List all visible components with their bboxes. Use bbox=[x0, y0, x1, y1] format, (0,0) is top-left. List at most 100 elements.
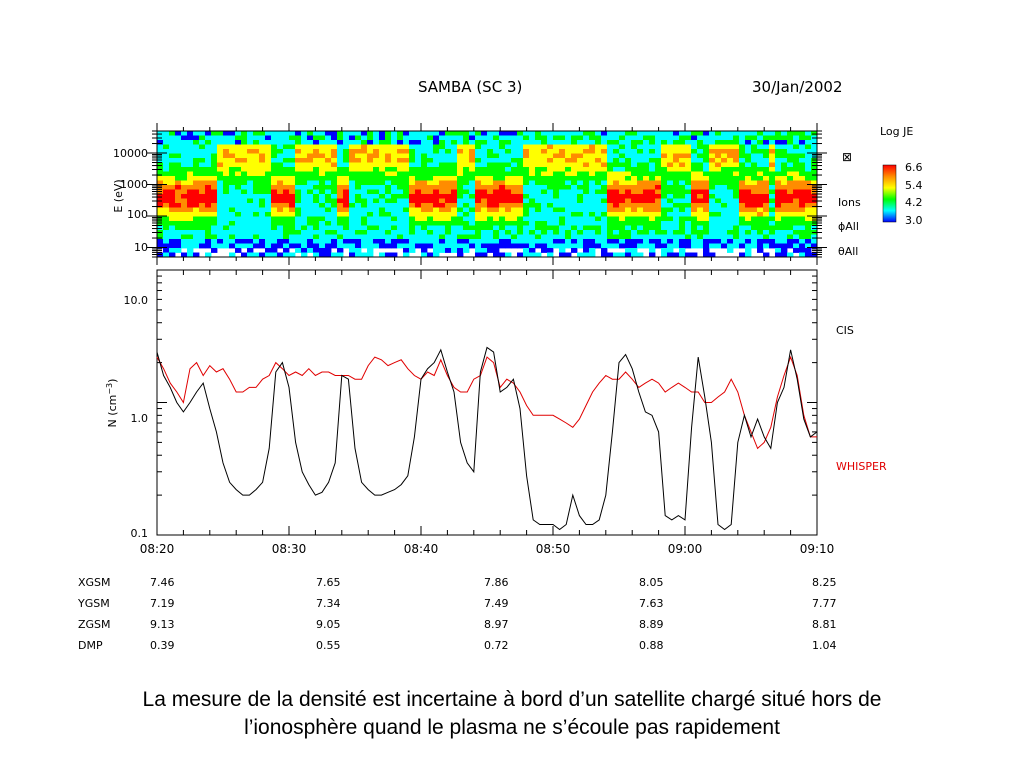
spectrogram-cell bbox=[199, 225, 206, 231]
spectrogram-cell bbox=[355, 221, 362, 226]
spectrogram-cell bbox=[313, 234, 320, 240]
spectrogram-cell bbox=[457, 162, 464, 168]
spectrogram-cell bbox=[715, 225, 722, 231]
spectrogram-cell bbox=[445, 203, 452, 208]
spectrogram-cell bbox=[505, 243, 512, 249]
spectrogram-cell bbox=[169, 171, 176, 177]
spectrogram-cell bbox=[307, 234, 314, 240]
spectrogram-cell bbox=[445, 194, 452, 199]
spectrogram-cell bbox=[181, 207, 188, 213]
spectrogram-cell bbox=[235, 203, 242, 208]
spectrogram-cell bbox=[349, 158, 356, 163]
spectrogram-cell bbox=[325, 153, 332, 159]
spectrogram-cell bbox=[487, 167, 494, 172]
spectrogram-cell bbox=[301, 221, 308, 226]
spectrogram-cell bbox=[679, 212, 686, 217]
spectrogram-cell bbox=[757, 167, 764, 172]
spectrogram-cell bbox=[175, 180, 182, 186]
spectrogram-cell bbox=[715, 171, 722, 177]
spectrogram-cell bbox=[343, 198, 350, 204]
spectrogram-cell bbox=[175, 198, 182, 204]
spectrogram-cell bbox=[673, 212, 680, 217]
spectrogram-cell bbox=[415, 153, 422, 159]
spectrogram-cell bbox=[169, 248, 176, 253]
spectrogram-cell bbox=[703, 131, 710, 136]
spectrogram-cell bbox=[643, 203, 650, 208]
spectrogram-cell bbox=[349, 194, 356, 199]
spectrogram-cell bbox=[235, 144, 242, 150]
spectrogram-cell bbox=[193, 180, 200, 186]
spectrogram-cell bbox=[223, 212, 230, 217]
spectrogram-cell bbox=[205, 149, 212, 154]
spectrogram-cell bbox=[475, 140, 482, 145]
spectrogram-cell bbox=[427, 158, 434, 163]
spectrogram-cell bbox=[319, 248, 326, 253]
spectrogram-cell bbox=[421, 171, 428, 177]
spectrogram-cell bbox=[187, 203, 194, 208]
spectrogram-cell bbox=[613, 194, 620, 199]
spectrogram-cell bbox=[655, 158, 662, 163]
spectrogram-cell bbox=[805, 243, 812, 249]
spectrogram-cell bbox=[451, 248, 458, 253]
spectrogram-cell bbox=[415, 194, 422, 199]
spectrogram-cell bbox=[451, 203, 458, 208]
spectrogram-cell bbox=[253, 153, 260, 159]
spectrogram-cell bbox=[439, 243, 446, 249]
spectrogram-cell bbox=[541, 158, 548, 163]
spectrogram-cell bbox=[469, 185, 476, 190]
spectrogram-cell bbox=[403, 203, 410, 208]
spectrogram-cell bbox=[487, 239, 494, 244]
spectrogram-cell bbox=[769, 194, 776, 199]
spectrogram-cell bbox=[283, 221, 290, 226]
spectrogram-cell bbox=[595, 135, 602, 141]
spectrogram-cell bbox=[403, 158, 410, 163]
spectrogram-label-ions: Ions bbox=[838, 196, 861, 209]
spectrogram-cell bbox=[643, 225, 650, 231]
spectrogram-cell bbox=[241, 207, 248, 213]
spectrogram-cell bbox=[763, 135, 770, 141]
spectrogram-cell bbox=[169, 234, 176, 240]
spectrogram-cell bbox=[769, 185, 776, 190]
spectrogram-cell bbox=[253, 203, 260, 208]
spectrogram-cell bbox=[253, 140, 260, 145]
spectrogram-cell bbox=[523, 198, 530, 204]
spectrogram-cell bbox=[481, 212, 488, 217]
spectrogram-cell bbox=[421, 225, 428, 231]
spectrogram-cell bbox=[775, 144, 782, 150]
spectrogram-cell bbox=[571, 167, 578, 172]
spectrogram-cell bbox=[673, 203, 680, 208]
spectrogram-cell bbox=[319, 140, 326, 145]
spectrogram-cell bbox=[325, 239, 332, 244]
spectrogram-cell bbox=[295, 167, 302, 172]
spectrogram-cell bbox=[349, 144, 356, 150]
spectrogram-cell bbox=[223, 167, 230, 172]
spectrogram-cell bbox=[355, 203, 362, 208]
spectrogram-cell bbox=[757, 135, 764, 141]
spectrogram-cell bbox=[289, 189, 296, 195]
spectrogram-cell bbox=[325, 158, 332, 163]
spectrogram-cell bbox=[655, 230, 662, 235]
spectrogram-cell bbox=[205, 216, 212, 222]
spectrogram-cell bbox=[211, 212, 218, 217]
spectrogram-cell bbox=[709, 162, 716, 168]
spectrogram-cell bbox=[265, 230, 272, 235]
spectrogram-cell bbox=[607, 239, 614, 244]
spectrogram-ytick-10000: 10000 bbox=[113, 147, 148, 160]
spectrogram-cell bbox=[205, 189, 212, 195]
spectrogram-cell bbox=[625, 131, 632, 136]
spectrogram-cell bbox=[439, 189, 446, 195]
spectrogram-cell bbox=[751, 216, 758, 222]
spectrogram-cell bbox=[589, 198, 596, 204]
spectrogram-cell bbox=[697, 144, 704, 150]
spectrogram-cell bbox=[637, 203, 644, 208]
spectrogram-cell bbox=[253, 212, 260, 217]
spectrogram-cell bbox=[649, 225, 656, 231]
spectrogram-cell bbox=[529, 225, 536, 231]
spectrogram-cell bbox=[367, 144, 374, 150]
spectrogram-cell bbox=[607, 207, 614, 213]
spectrogram-cell bbox=[205, 207, 212, 213]
spectrogram-cell bbox=[295, 189, 302, 195]
spectrogram-cell bbox=[313, 189, 320, 195]
spectrogram-cell bbox=[715, 207, 722, 213]
spectrogram-cell bbox=[355, 252, 362, 258]
